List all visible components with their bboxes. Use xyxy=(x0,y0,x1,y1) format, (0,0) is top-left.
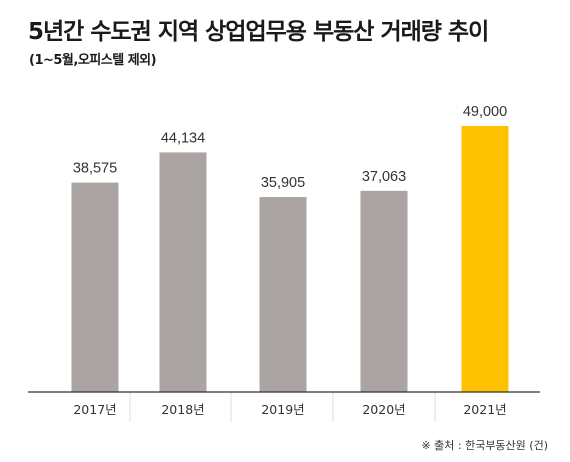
chart-title: 5년간 수도권 지역 상업업무용 부동산 거래량 추이 xyxy=(28,19,489,45)
x-tick-label: 2020년 xyxy=(362,402,405,417)
bar xyxy=(259,197,307,392)
bar xyxy=(360,190,408,392)
chart-subtitle: (1~5월,오피스텔 제외) xyxy=(29,53,157,68)
source-note: ※ 출처 : 한국부동산원 (건) xyxy=(421,439,548,452)
x-tick-label: 2021년 xyxy=(463,402,506,417)
data-label: 44,134 xyxy=(161,130,205,146)
data-label: 35,905 xyxy=(261,175,305,191)
data-label: 38,575 xyxy=(73,161,117,177)
bar xyxy=(159,152,207,392)
bar xyxy=(71,182,119,392)
data-label: 49,000 xyxy=(463,104,507,120)
x-tick-label: 2019년 xyxy=(261,402,304,417)
x-tick-label: 2018년 xyxy=(161,402,204,417)
bar xyxy=(461,126,509,392)
data-label: 37,063 xyxy=(362,169,406,185)
x-tick-label: 2017년 xyxy=(73,402,116,417)
